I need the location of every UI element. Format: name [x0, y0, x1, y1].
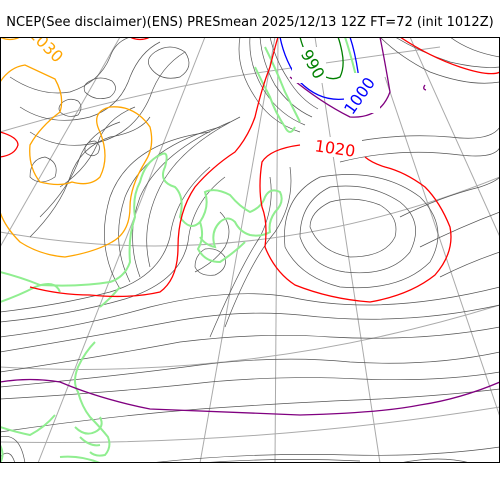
map-background	[0, 37, 500, 463]
map-canvas: 1030 990 1000 1020	[0, 37, 500, 463]
label-mask-1020	[310, 137, 362, 157]
label-mask-990	[292, 47, 326, 83]
isobars-thin	[0, 37, 500, 463]
label-mask-1030	[22, 37, 66, 59]
map-title: NCEP(See disclaimer)(ENS) PRESmean 2025/…	[6, 15, 494, 30]
label-mask-1000	[344, 73, 380, 113]
isobar-1010	[0, 37, 500, 416]
pressure-map: 1030 990 1000 1020	[0, 37, 500, 463]
isobar-1020	[0, 37, 500, 303]
coastlines	[0, 37, 366, 463]
